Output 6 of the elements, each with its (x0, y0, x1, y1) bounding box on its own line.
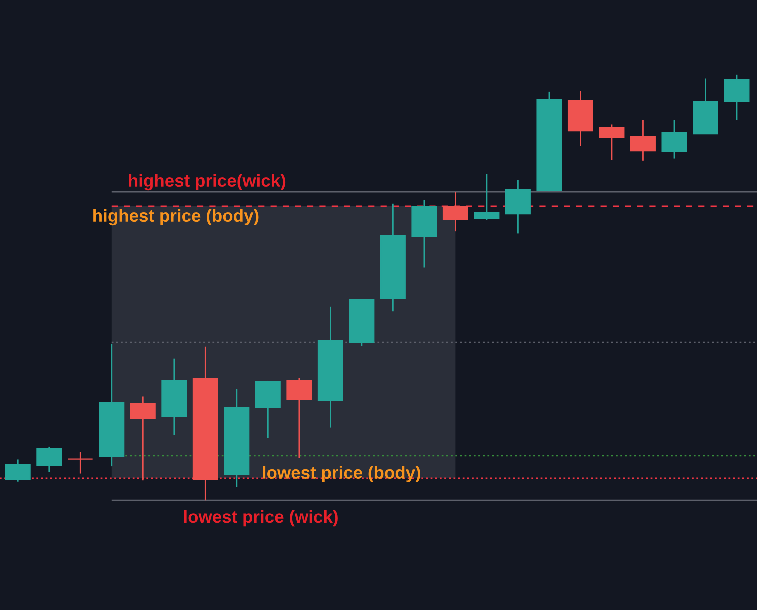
ref-line-label: lowest price (wick) (184, 510, 338, 527)
candlestick (68, 451, 94, 474)
ref-line-label: highest price(wick) (129, 174, 286, 191)
candlestick (474, 173, 500, 222)
ref-line-label: highest price (body) (94, 209, 259, 226)
ref-line-label: lowest price (body) (263, 466, 421, 482)
